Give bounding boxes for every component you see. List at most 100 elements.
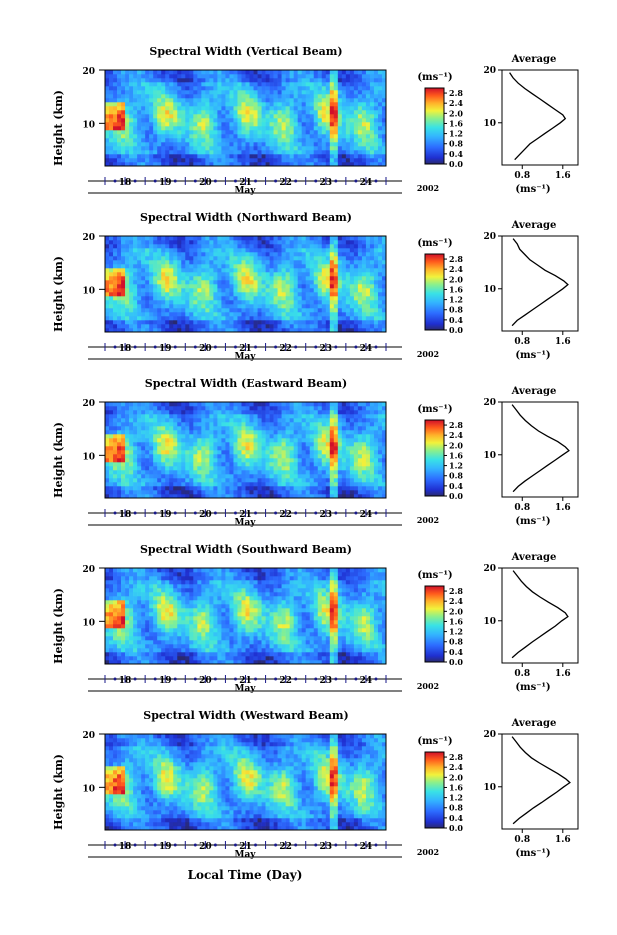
heatmap-cell: [342, 422, 346, 426]
heatmap-cell: [197, 122, 201, 126]
heatmap-cell: [225, 264, 229, 268]
heatmap-cell: [326, 78, 330, 82]
heatmap-cell: [274, 142, 278, 146]
heatmap-cell: [173, 240, 177, 244]
heatmap-cell: [278, 430, 282, 434]
heatmap-cell: [342, 70, 346, 74]
heatmap-cell: [125, 304, 129, 308]
heatmap-cell: [282, 308, 286, 312]
heatmap-cell: [310, 320, 314, 324]
heatmap-cell: [250, 446, 254, 450]
heatmap-cell: [181, 272, 185, 276]
heatmap-cell: [217, 260, 221, 264]
date-marker: [334, 180, 337, 183]
heatmap-cell: [302, 320, 306, 324]
heatmap-cell: [157, 252, 161, 256]
heatmap-cell: [370, 252, 374, 256]
heatmap-cell: [149, 272, 153, 276]
heatmap-cell: [358, 236, 362, 240]
heatmap-cell: [177, 288, 181, 292]
heatmap-cell: [129, 256, 133, 260]
heatmap-cell: [354, 240, 358, 244]
heatmap-cell: [213, 458, 217, 462]
heatmap-cell: [286, 312, 290, 316]
heatmap-cell: [149, 110, 153, 114]
heatmap-cell: [117, 402, 121, 406]
heatmap-cell: [161, 268, 165, 272]
heatmap-cell: [237, 70, 241, 74]
heatmap-cell: [278, 272, 282, 276]
heatmap-cell: [270, 70, 274, 74]
heatmap-cell: [318, 146, 322, 150]
heatmap-cell: [133, 426, 137, 430]
heatmap-cell: [121, 118, 125, 122]
heatmap-cell: [358, 146, 362, 150]
heatmap-cell: [374, 260, 378, 264]
heatmap-cell: [141, 70, 145, 74]
heatmap-cell: [233, 98, 237, 102]
heatmap-cell: [350, 138, 354, 142]
heatmap-cell: [177, 458, 181, 462]
heatmap-cell: [246, 292, 250, 296]
heatmap-cell: [157, 422, 161, 426]
heatmap-cell: [237, 320, 241, 324]
heatmap-cell: [334, 402, 338, 406]
heatmap-cell: [169, 490, 173, 494]
heatmap-cell: [346, 406, 350, 410]
heatmap-cell: [133, 462, 137, 466]
heatmap-cell: [342, 146, 346, 150]
heatmap-cell: [221, 410, 225, 414]
heatmap-cell: [129, 288, 133, 292]
heatmap-cell: [237, 130, 241, 134]
heatmap-cell: [153, 470, 157, 474]
heatmap-cell: [125, 442, 129, 446]
heatmap-cell: [334, 276, 338, 280]
heatmap-cell: [290, 236, 294, 240]
heatmap-cell: [185, 268, 189, 272]
heatmap-cell: [310, 426, 314, 430]
heatmap-cell: [117, 252, 121, 256]
heatmap-cell: [221, 458, 225, 462]
heatmap-cell: [121, 410, 125, 414]
heatmap-cell: [221, 244, 225, 248]
heatmap-cell: [125, 94, 129, 98]
heatmap-cell: [262, 110, 266, 114]
heatmap-cell: [282, 138, 286, 142]
heatmap-cell: [266, 304, 270, 308]
heatmap-cell: [173, 248, 177, 252]
heatmap-cell: [137, 86, 141, 90]
heatmap-cell: [185, 466, 189, 470]
heatmap-cell: [306, 454, 310, 458]
heatmap-cell: [149, 426, 153, 430]
heatmap-cell: [201, 418, 205, 422]
heatmap-cell: [278, 478, 282, 482]
heatmap-cell: [334, 466, 338, 470]
heatmap-cell: [165, 296, 169, 300]
heatmap-cell: [246, 102, 250, 106]
heatmap-cell: [362, 150, 366, 154]
heatmap-cell: [278, 130, 282, 134]
heatmap-cell: [161, 442, 165, 446]
heatmap-cell: [302, 122, 306, 126]
heatmap-cell: [322, 280, 326, 284]
heatmap-cell: [229, 276, 233, 280]
heatmap-cell: [241, 244, 245, 248]
heatmap-cell: [262, 486, 266, 490]
heatmap-cell: [254, 86, 258, 90]
heatmap-cell: [366, 110, 370, 114]
heatmap-cell: [113, 126, 117, 130]
heatmap-cell: [193, 296, 197, 300]
heatmap-cell: [221, 434, 225, 438]
heatmap-cell: [137, 272, 141, 276]
heatmap-cell: [342, 260, 346, 264]
heatmap-cell: [270, 244, 274, 248]
heatmap-cell: [141, 122, 145, 126]
heatmap-cell: [294, 458, 298, 462]
heatmap-cell: [193, 300, 197, 304]
heatmap-cell: [105, 324, 109, 328]
heatmap-cell: [181, 94, 185, 98]
heatmap-cell: [225, 158, 229, 162]
heatmap-cell: [262, 236, 266, 240]
heatmap-cell: [350, 466, 354, 470]
